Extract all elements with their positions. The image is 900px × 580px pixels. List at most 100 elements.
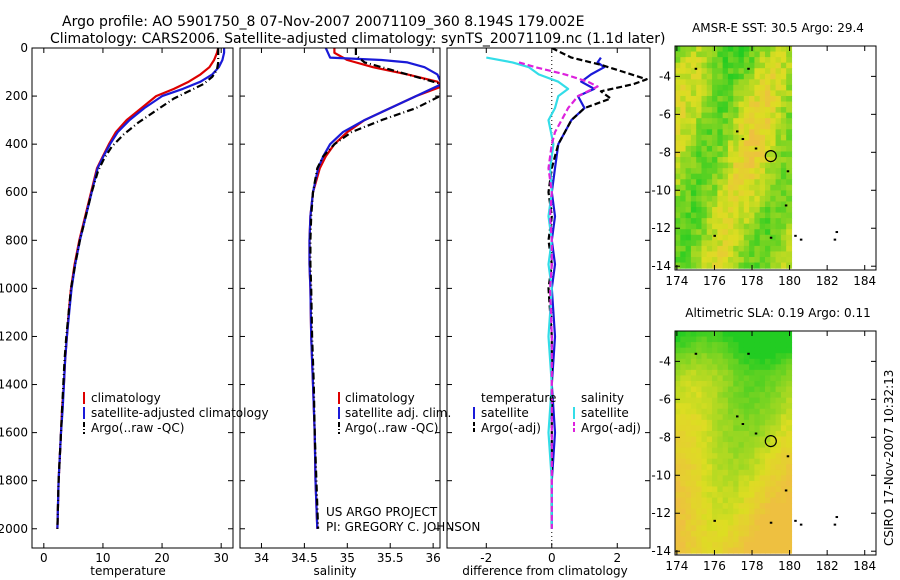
- heatmap-cell: [786, 353, 793, 360]
- heatmap-cell: [749, 234, 756, 241]
- heatmap-cell: [675, 229, 681, 236]
- heatmap-cell: [738, 447, 745, 454]
- island-marker: [747, 67, 750, 70]
- heatmap-cell: [780, 240, 787, 247]
- heatmap-cell: [701, 190, 708, 197]
- heatmap-cell: [727, 201, 734, 208]
- heatmap-cell: [786, 503, 793, 510]
- heatmap-cell: [701, 212, 708, 219]
- heatmap-cell: [786, 157, 793, 164]
- heatmap-cell: [706, 162, 713, 169]
- heatmap-cell: [786, 245, 793, 253]
- heatmap-cell: [690, 57, 697, 64]
- heatmap-cell: [759, 179, 766, 186]
- heatmap-cell: [675, 464, 681, 471]
- heatmap-cell: [775, 118, 782, 125]
- heatmap-cell: [690, 62, 697, 69]
- heatmap-cell: [680, 342, 687, 349]
- heatmap-cell: [786, 240, 793, 247]
- heatmap-cell: [786, 358, 793, 365]
- heatmap-cell: [706, 179, 713, 186]
- x-tick-label: 35.5: [377, 551, 404, 565]
- heatmap-cell: [685, 408, 692, 415]
- heatmap-cell: [701, 262, 708, 269]
- heatmap-cell: [706, 447, 713, 454]
- heatmap-cell: [733, 347, 740, 354]
- heatmap-cell: [727, 62, 734, 69]
- heatmap-cell: [685, 79, 692, 86]
- heatmap-cell: [712, 190, 718, 197]
- heatmap-cell: [775, 475, 782, 482]
- heatmap-cell: [749, 251, 756, 258]
- heatmap-cell: [738, 453, 745, 460]
- heatmap-cell: [749, 218, 756, 225]
- heatmap-cell: [743, 240, 750, 247]
- heatmap-cell: [780, 245, 787, 253]
- heatmap-cell: [680, 364, 687, 371]
- heatmap-cell: [696, 179, 703, 186]
- x-tick-label: 34.5: [291, 551, 318, 565]
- heatmap-cell: [717, 375, 724, 382]
- heatmap-cell: [727, 514, 734, 521]
- heatmap-cell: [738, 179, 745, 186]
- heatmap-cell: [770, 151, 777, 158]
- y-tick-label: 1600: [0, 426, 28, 440]
- heatmap-cell: [780, 57, 787, 64]
- heatmap-cell: [696, 251, 703, 258]
- island-marker: [786, 170, 790, 173]
- island-marker: [786, 455, 790, 458]
- heatmap-cell: [690, 542, 697, 549]
- heatmap-cell: [701, 342, 708, 349]
- heatmap-cell: [675, 123, 681, 130]
- heatmap-cell: [727, 358, 734, 365]
- heatmap-cell: [743, 218, 750, 225]
- heatmap-cell: [738, 245, 745, 253]
- heatmap-cell: [738, 157, 745, 164]
- heatmap-cell: [690, 342, 697, 349]
- heatmap-cell: [696, 262, 703, 269]
- heatmap-cell: [786, 195, 793, 203]
- heatmap-cell: [754, 442, 761, 449]
- heatmap-cell: [701, 414, 708, 421]
- heatmap-cell: [706, 414, 713, 421]
- heatmap-cell: [727, 519, 734, 526]
- heatmap-cell: [733, 112, 740, 119]
- heatmap-cell: [712, 419, 718, 426]
- heatmap-cell: [727, 397, 734, 404]
- heatmap-cell: [780, 492, 787, 499]
- heatmap-cell: [680, 447, 687, 454]
- heatmap-cell: [680, 245, 687, 253]
- heatmap-cell: [717, 73, 724, 80]
- heatmap-cell: [759, 492, 766, 499]
- heatmap-cell: [706, 525, 713, 532]
- heatmap-cell: [738, 331, 745, 338]
- heatmap-cell: [680, 240, 687, 247]
- heatmap-cell: [722, 229, 729, 236]
- heatmap-cell: [733, 469, 740, 476]
- heatmap-cell: [754, 497, 761, 504]
- heatmap-cell: [717, 101, 724, 108]
- heatmap-cell: [685, 358, 692, 365]
- heatmap-cell: [775, 112, 782, 119]
- heatmap-cell: [727, 442, 734, 449]
- heatmap-cell: [680, 46, 687, 53]
- heatmap-cell: [775, 464, 782, 471]
- heatmap-cell: [754, 195, 761, 203]
- heatmap-cell: [765, 414, 771, 421]
- heatmap-cell: [754, 414, 761, 421]
- heatmap-cell: [738, 419, 745, 426]
- heatmap-cell: [727, 425, 734, 432]
- heatmap-cell: [780, 453, 787, 460]
- heatmap-cell: [706, 90, 713, 97]
- heatmap-cell: [717, 190, 724, 197]
- heatmap-cell: [765, 112, 771, 119]
- heatmap-cell: [722, 212, 729, 219]
- heatmap-cell: [733, 542, 740, 549]
- heatmap-cell: [754, 57, 761, 64]
- island-marker: [833, 238, 837, 241]
- heatmap-cell: [701, 436, 708, 443]
- heatmap-cell: [712, 514, 718, 521]
- heatmap-cell: [770, 190, 777, 197]
- heatmap-cell: [685, 392, 692, 399]
- heatmap-cell: [765, 145, 771, 153]
